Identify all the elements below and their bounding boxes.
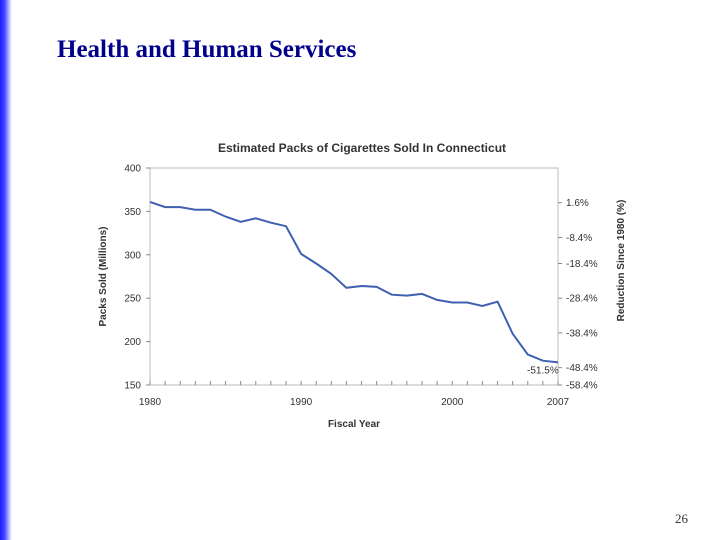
y-axis-label: Packs Sold (Millions): [98, 226, 109, 326]
y2-tick-label: -48.4%: [566, 363, 598, 374]
plot-area: [149, 167, 559, 386]
chart-title: Estimated Packs of Cigarettes Sold In Co…: [218, 141, 506, 155]
y2-tick-label: 1.6%: [566, 198, 589, 209]
y2-tick-label: -58.4%: [566, 381, 598, 392]
y2-tick-label: -28.4%: [566, 294, 598, 305]
x-axis-label: Fiscal Year: [328, 419, 380, 430]
y2-axis-ticks: 1.6% -8.4% -18.4% -28.4% -38.4% -48.4% -58.4%: [558, 198, 598, 392]
y-tick-label: 300: [124, 250, 141, 261]
y2-tick-label: -18.4%: [566, 259, 598, 270]
packs-sold-line: [149, 200, 559, 364]
y-tick-label: 150: [124, 381, 141, 392]
line-chart: Estimated Packs of Cigarettes Sold In Co…: [98, 141, 627, 430]
x-tick-label: 1990: [290, 397, 313, 408]
page-number: 26: [675, 511, 688, 526]
y-tick-label: 400: [124, 164, 141, 175]
x-tick-label: 1980: [139, 397, 162, 408]
slide-accent-bar: [0, 0, 12, 540]
y-tick-label: 200: [124, 337, 141, 348]
slide-title: Health and Human Services: [57, 36, 357, 63]
x-tick-label: 2000: [441, 397, 464, 408]
x-axis-ticks: 1980 1990 2000 2007: [139, 381, 570, 408]
y2-tick-label: -38.4%: [566, 328, 598, 339]
y-axis-ticks: 150 200 250 300 350 400: [124, 164, 150, 392]
y-tick-label: 350: [124, 207, 141, 218]
y2-axis-label: Reduction Since 1980 (%): [616, 200, 627, 322]
reduction-annotation: -51.5%: [527, 366, 559, 377]
x-tick-label: 2007: [547, 397, 570, 408]
y2-tick-label: -8.4%: [566, 233, 592, 244]
y-tick-label: 250: [124, 294, 141, 305]
